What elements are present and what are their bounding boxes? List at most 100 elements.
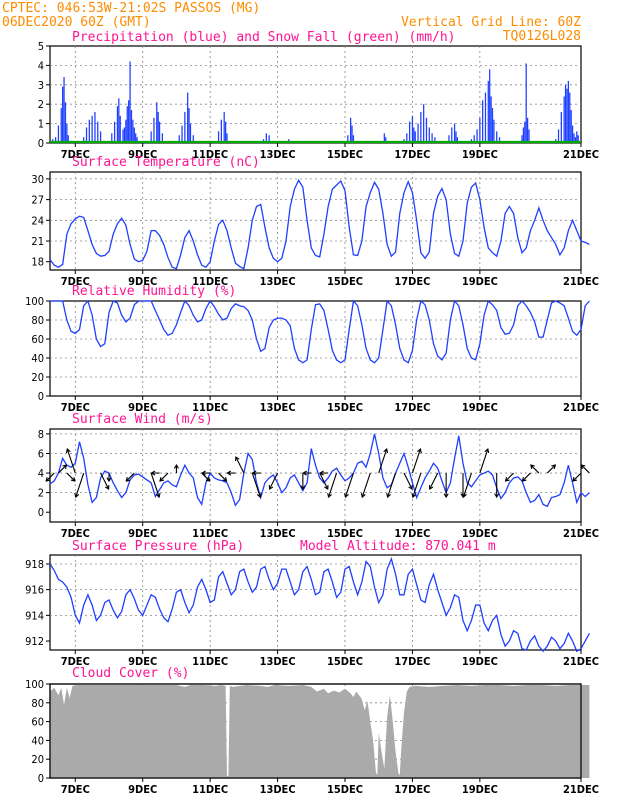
precip-bar: [181, 125, 183, 143]
x-tick-label: 17DEC: [394, 148, 430, 161]
x-tick-label: 9DEC: [128, 275, 157, 288]
precip-bar: [493, 119, 495, 143]
precip-bar: [116, 106, 119, 143]
precip-bar: [408, 121, 411, 143]
wind-arrow-head: [222, 477, 228, 482]
precip-bar: [496, 131, 498, 143]
wind-arrow-head: [417, 448, 422, 454]
precip-bar: [482, 100, 484, 143]
precip-bar: [268, 135, 270, 143]
y-tick-label: 5: [38, 40, 44, 53]
precip-bar: [113, 121, 116, 143]
precip-bar: [132, 119, 134, 143]
wind-arrow: [45, 472, 55, 482]
precip-bar: [220, 119, 223, 143]
precip-bar: [411, 115, 414, 143]
plot-frame: [49, 300, 582, 397]
x-tick-label: 9DEC: [128, 655, 157, 668]
wind-arrow: [58, 464, 67, 474]
wind-arrow-head: [256, 493, 262, 499]
wind-arrow: [411, 448, 421, 474]
precip-bar: [153, 117, 155, 143]
wind-arrow: [150, 472, 160, 498]
panel-title: Surface Wind (m/s): [72, 412, 213, 427]
y-tick-label: 918: [25, 558, 44, 571]
wind-arrow: [378, 448, 388, 474]
wind-arrow-head: [300, 485, 306, 491]
y-tick-label: 0: [38, 772, 44, 785]
panel-title: Surface Temperature (nC): [72, 155, 260, 170]
cloud-area: [50, 684, 590, 778]
y-tick-label: 30: [31, 173, 44, 186]
wind-arrow: [387, 472, 397, 498]
x-tick-label: 11DEC: [192, 401, 228, 414]
precip-bar: [569, 92, 571, 143]
wind-arrow: [479, 448, 489, 474]
panel-4: Surface Pressure (hPa) Model Altitude: 87…: [25, 539, 599, 668]
precip-bar: [119, 115, 121, 143]
y-tick-label: 912: [25, 635, 44, 648]
panel-2: Relative Humidity (%) 0 20 40 60 80 100 7DEC 9DE…: [25, 284, 599, 414]
panel-0: Precipitation (blue) and Snow Fall (gree…: [38, 30, 599, 161]
wind-arrow-head: [551, 464, 557, 470]
precip-bar: [414, 131, 416, 143]
panel-title: Cloud Cover (%): [72, 666, 189, 681]
x-tick-label: 17DEC: [394, 655, 430, 668]
x-tick-label: 7DEC: [61, 401, 90, 414]
wind-arrow-head: [302, 470, 307, 476]
x-tick-label: 17DEC: [394, 275, 430, 288]
precip-bar: [133, 127, 135, 143]
precip-bar: [347, 135, 349, 143]
wind-arrow: [319, 472, 329, 490]
panel-annotation: Model Altitude: 870.041 m: [300, 539, 496, 554]
wind-arrow: [546, 464, 556, 474]
run-date-header: 06DEC2020 60Z (GMT): [2, 15, 151, 30]
precip-bar: [192, 135, 194, 143]
precip-bar: [111, 133, 113, 143]
precip-bar: [487, 80, 489, 143]
x-tick-label: 11DEC: [192, 783, 228, 796]
wind-arrow: [429, 472, 439, 490]
precip-bar: [456, 137, 459, 143]
y-tick-label: 40: [31, 352, 44, 365]
panel-3: Surface Wind (m/s) 0 2 4 6 8 7DEC 9DEC 11DEC 13DE…: [38, 412, 599, 540]
y-tick-label: 2: [38, 98, 44, 111]
wind-arrow: [581, 464, 590, 474]
y-tick-label: 916: [25, 584, 44, 597]
wind-arrow: [251, 472, 261, 498]
wind-arrow-head: [324, 485, 329, 491]
y-tick-label: 0: [38, 506, 44, 519]
wind-arrow: [269, 472, 279, 490]
precip-bar: [189, 123, 192, 143]
x-tick-label: 21DEC: [563, 783, 599, 796]
precip-bar: [420, 111, 422, 143]
precip-bar: [490, 96, 492, 143]
x-tick-label: 15DEC: [327, 401, 363, 414]
series-line: [49, 556, 590, 653]
wind-arrow-head: [319, 470, 324, 476]
precip-bar: [150, 131, 152, 143]
precip-bar: [573, 133, 575, 143]
precip-bar: [521, 135, 523, 143]
wind-arrow-head: [344, 493, 349, 499]
precip-bar: [574, 137, 577, 143]
x-tick-label: 7DEC: [61, 148, 90, 161]
x-tick-label: 11DEC: [192, 655, 228, 668]
wind-arrow-head: [327, 493, 332, 499]
precip-bar: [123, 127, 126, 143]
x-tick-label: 15DEC: [327, 783, 363, 796]
wind-arrow: [530, 464, 540, 474]
wind-arrow-head: [484, 448, 490, 454]
precip-bar: [66, 123, 68, 143]
x-tick-label: 9DEC: [128, 148, 157, 161]
precip-bar: [431, 133, 433, 143]
y-tick-label: 4: [38, 59, 44, 72]
wind-arrow-head: [411, 493, 417, 499]
precip-bar: [60, 108, 62, 143]
precip-bar: [184, 111, 186, 143]
y-tick-label: 100: [25, 295, 44, 308]
wind-arrow: [125, 472, 135, 482]
wind-arrow-head: [201, 470, 206, 476]
plot-frame: [49, 554, 582, 651]
precip-bar: [130, 110, 133, 143]
